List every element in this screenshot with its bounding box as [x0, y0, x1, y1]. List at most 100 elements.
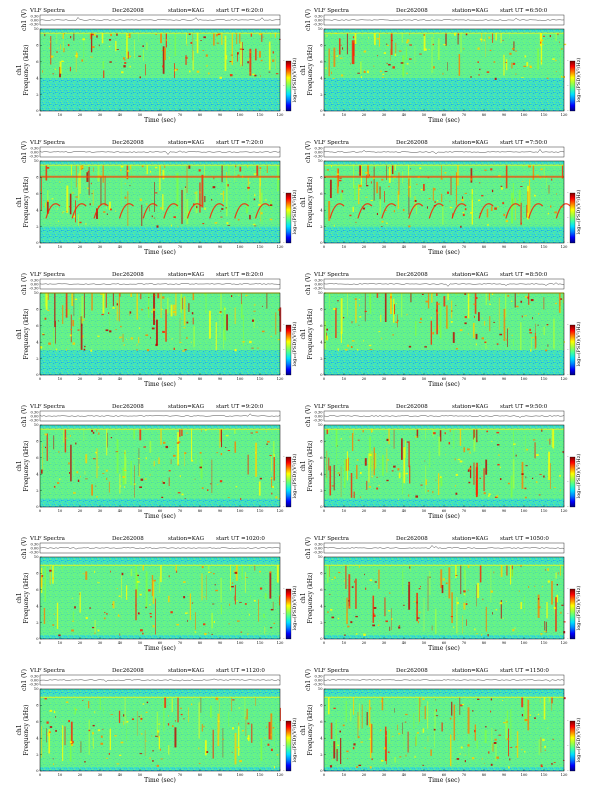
- time-tick-label: 110: [257, 773, 265, 777]
- panel-start-ut: start UT =8:50:0: [500, 272, 548, 278]
- panel-date: Dec262008: [396, 8, 428, 14]
- panel-start-ut: start UT =1150:0: [500, 668, 549, 674]
- time-tick-label: 70: [462, 245, 467, 249]
- time-tick-label: 90: [502, 113, 507, 117]
- freq-tick-label: 10: [318, 555, 323, 559]
- time-tick-label: 20: [78, 773, 83, 777]
- panel-title: VLF Spectra: [313, 8, 350, 14]
- freq-tick-label: 8: [36, 704, 39, 708]
- freq-tick-label: 4: [320, 208, 323, 212]
- colorbar-tick-label: -: [283, 769, 285, 773]
- frequency-channel-label: ch1: [300, 460, 307, 471]
- freq-tick-label: 2: [36, 93, 38, 97]
- ch1-tick-label: 0.00: [314, 151, 323, 155]
- spectrogram-heatmap: [40, 689, 281, 771]
- panel-start-ut: start UT =7:50:0: [500, 140, 548, 146]
- ch1-tick-label: -0.30: [313, 551, 323, 555]
- time-tick-label: 60: [442, 113, 447, 117]
- spectrogram-panel: VLF Spectra Dec262008 station=KAG start UT …: [16, 140, 298, 256]
- colorbar: [285, 60, 292, 112]
- colorbar-tick-label: -: [567, 769, 569, 773]
- freq-tick-label: 4: [36, 736, 39, 740]
- time-axis-label: Time (sec): [144, 645, 176, 652]
- frequency-axis-label: Frequency (kHz): [23, 572, 30, 623]
- panel-date: Dec262008: [112, 404, 144, 410]
- freq-tick-label: 8: [36, 440, 39, 444]
- time-tick-label: 60: [442, 641, 447, 645]
- frequency-channel-label: ch1: [300, 724, 307, 735]
- freq-tick-label: 6: [36, 720, 39, 724]
- time-tick-label: 20: [78, 245, 83, 249]
- panel-title: VLF Spectra: [29, 272, 66, 278]
- ch1-strip-frame: [39, 410, 281, 422]
- time-tick-label: 50: [422, 377, 427, 381]
- freq-tick-label: 10: [318, 423, 323, 427]
- time-tick-label: 100: [521, 245, 529, 249]
- time-tick-label: 60: [442, 245, 447, 249]
- time-tick-label: 30: [98, 773, 103, 777]
- time-tick-label: 10: [58, 773, 63, 777]
- ch1-tick-label: -0.30: [29, 155, 39, 159]
- time-tick-label: 20: [362, 113, 367, 117]
- freq-tick-label: 8: [320, 308, 323, 312]
- time-tick-label: 0: [39, 509, 42, 513]
- time-axis-label: Time (sec): [428, 777, 460, 784]
- time-tick-label: 20: [78, 509, 83, 513]
- ch1-axis-label: ch1 (V): [305, 405, 312, 427]
- freq-tick-label: 10: [34, 159, 39, 163]
- panel-title: VLF Spectra: [313, 140, 350, 146]
- colorbar-label: log₁₀(PSD)(V²/Hz): [575, 58, 582, 103]
- freq-tick-label: 8: [36, 44, 39, 48]
- time-tick-label: 10: [58, 113, 63, 117]
- time-tick-label: 40: [402, 377, 407, 381]
- ch1-tick-label: -0.30: [29, 551, 39, 555]
- time-tick-label: 110: [541, 773, 549, 777]
- panel-start-ut: start UT =1050:0: [500, 536, 549, 542]
- time-tick-label: 30: [382, 377, 387, 381]
- time-tick-label: 120: [561, 773, 569, 777]
- time-tick-label: 30: [98, 245, 103, 249]
- ch1-tick-label: 0.00: [30, 283, 39, 287]
- time-tick-label: 20: [362, 773, 367, 777]
- time-tick-label: 60: [158, 113, 163, 117]
- time-tick-label: 10: [58, 245, 63, 249]
- time-tick-label: 20: [362, 377, 367, 381]
- colorbar-tick-label: -: [567, 744, 569, 748]
- time-tick-label: 10: [342, 113, 347, 117]
- freq-tick-label: 10: [318, 27, 323, 31]
- colorbar-tick-label: -: [567, 59, 569, 63]
- ch1-strip-frame: [323, 674, 565, 686]
- time-tick-label: 30: [382, 641, 387, 645]
- colorbar-tick-label: -: [567, 587, 569, 591]
- frequency-axis-label: Frequency (kHz): [307, 704, 314, 755]
- freq-tick-label: 0: [320, 109, 323, 113]
- freq-tick-label: 10: [34, 27, 39, 31]
- panel-title: VLF Spectra: [313, 536, 350, 542]
- ch1-tick-label: -0.30: [29, 287, 39, 291]
- time-axis-label: Time (sec): [144, 777, 176, 784]
- time-tick-label: 60: [442, 773, 447, 777]
- time-tick-label: 100: [237, 377, 245, 381]
- frequency-axis-label: Frequency (kHz): [307, 44, 314, 95]
- spectrogram-heatmap: [324, 557, 566, 639]
- time-tick-label: 60: [158, 377, 163, 381]
- time-tick-label: 60: [442, 377, 447, 381]
- freq-tick-label: 4: [36, 472, 39, 476]
- ch1-tick-label: 0.30: [30, 675, 39, 679]
- time-tick-label: 70: [178, 113, 183, 117]
- freq-tick-label: 6: [320, 456, 323, 460]
- time-axis-label: Time (sec): [144, 381, 176, 388]
- freq-tick-label: 4: [36, 604, 39, 608]
- freq-tick-label: 4: [320, 604, 323, 608]
- time-tick-label: 0: [323, 641, 326, 645]
- freq-tick-label: 0: [36, 505, 39, 509]
- time-tick-label: 70: [462, 641, 467, 645]
- time-tick-label: 110: [541, 245, 549, 249]
- time-tick-label: 90: [218, 377, 223, 381]
- time-tick-label: 70: [462, 773, 467, 777]
- time-tick-label: 120: [277, 773, 285, 777]
- freq-tick-label: 6: [36, 192, 39, 196]
- spectrogram-heatmap: [40, 161, 280, 243]
- time-tick-label: 40: [118, 773, 123, 777]
- time-tick-label: 70: [462, 377, 467, 381]
